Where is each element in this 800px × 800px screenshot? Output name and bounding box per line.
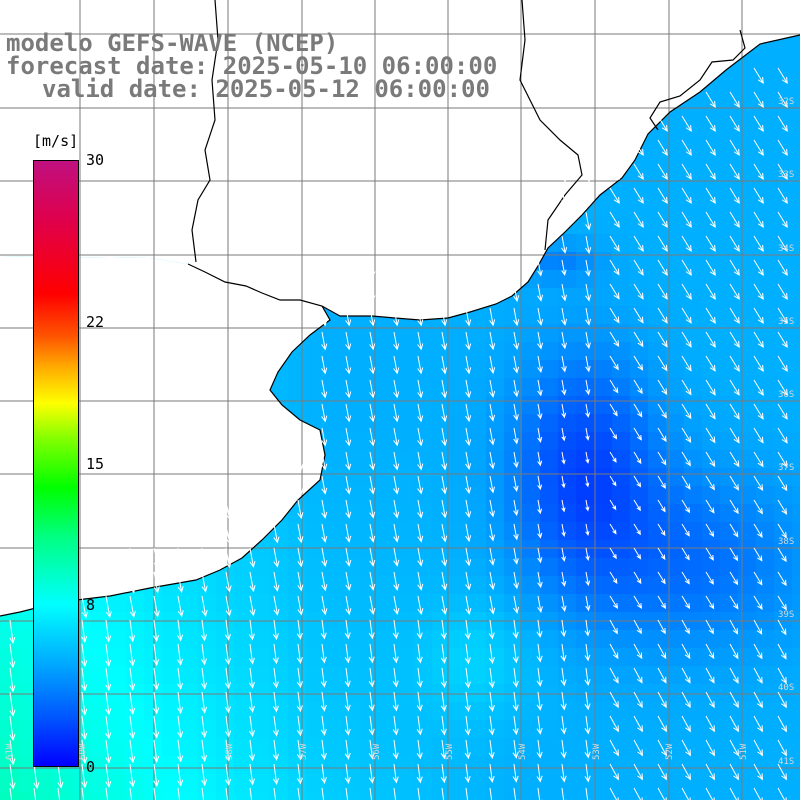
model-title: modelo GEFS-WAVE (NCEP) (6, 29, 339, 57)
forecast-date: forecast date: 2025-05-10 06:00:00 (6, 52, 498, 80)
lon-tick-label: 52W (665, 743, 675, 760)
lon-tick-label: 56W (372, 743, 382, 760)
colorbar (33, 160, 79, 767)
lon-tick-label: 61W (5, 743, 15, 760)
valid-date: valid date: 2025-05-12 06:00:00 (42, 75, 490, 103)
lat-tick-label: 39S (778, 610, 794, 620)
lon-tick-label: 60W (78, 743, 88, 760)
lon-tick-label: 54W (518, 743, 528, 760)
lat-tick-label: 34S (778, 244, 794, 254)
lon-tick-label: 53W (592, 743, 602, 760)
colorbar-tick-label: 15 (86, 454, 105, 473)
lat-tick-label: 32S (778, 97, 794, 107)
land-west (0, 256, 330, 616)
colorbar-unit: [m/s] (33, 132, 79, 150)
coastline (0, 0, 800, 617)
lat-tick-label: 33S (778, 170, 794, 180)
lat-tick-label: 41S (778, 757, 794, 767)
lat-tick-label: 38S (778, 537, 794, 547)
colorbar-tick-label: 30 (86, 151, 105, 169)
lat-tick-label: 40S (778, 683, 794, 693)
lon-tick-label: 51W (739, 743, 749, 760)
colorbar-tick-label: 8 (86, 596, 96, 615)
lat-tick-label: 37S (778, 463, 794, 473)
colorbar-tick-label: 22 (86, 312, 105, 331)
grid-labels: 61W 60W 58W 57W 56W 55W 54W 53W 52W 51W 32S 33S 34S 3… (5, 97, 794, 767)
land-north (0, 0, 800, 320)
colorbar-tick-label: 0 (86, 758, 96, 776)
lat-tick-label: 36S (778, 390, 794, 400)
wind-arrows (9, 67, 788, 800)
lon-tick-label: 55W (445, 743, 455, 760)
lat-tick-label: 35S (778, 317, 794, 327)
lon-tick-label: 58W (225, 743, 235, 760)
lon-tick-label: 57W (299, 743, 309, 760)
